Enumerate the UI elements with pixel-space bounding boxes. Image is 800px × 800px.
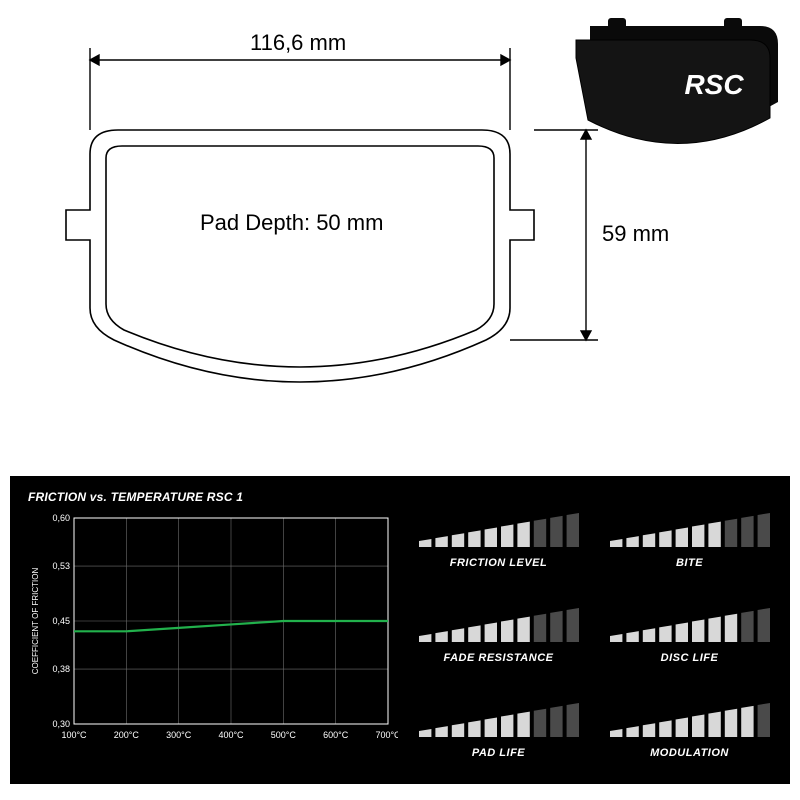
svg-text:COEFFICIENT OF FRICTION: COEFFICIENT OF FRICTION <box>31 568 40 675</box>
spec-panel: FRICTION vs. TEMPERATURE RSC 1 COEFFICIE… <box>10 476 790 784</box>
product-image: RSC <box>564 6 794 156</box>
metric-bite: BITE <box>607 496 772 585</box>
metric-label: PAD LIFE <box>472 747 525 759</box>
metric-label: FRICTION LEVEL <box>450 557 547 569</box>
metric-label: BITE <box>676 557 703 569</box>
metric-disc-life: DISC LIFE <box>607 591 772 680</box>
svg-text:500°C: 500°C <box>271 730 297 740</box>
svg-text:0,30: 0,30 <box>52 719 70 729</box>
pad-depth-label: Pad Depth: 50 mm <box>200 210 383 236</box>
svg-text:300°C: 300°C <box>166 730 192 740</box>
metric-friction-level: FRICTION LEVEL <box>416 496 581 585</box>
metric-pad-life: PAD LIFE <box>416 685 581 774</box>
svg-text:700°C: 700°C <box>375 730 398 740</box>
friction-chart-title: FRICTION vs. TEMPERATURE RSC 1 <box>28 490 398 504</box>
svg-text:100°C: 100°C <box>61 730 87 740</box>
friction-chart: COEFFICIENT OF FRICTION 0,30 0,38 0,45 0,53 0… <box>28 512 398 752</box>
metrics-grid: FRICTION LEVEL BITE FADE RESISTANCE DISC LI… <box>416 490 772 774</box>
svg-text:600°C: 600°C <box>323 730 349 740</box>
svg-text:200°C: 200°C <box>114 730 140 740</box>
svg-text:RSC: RSC <box>684 69 744 100</box>
metric-modulation: MODULATION <box>607 685 772 774</box>
svg-text:0,45: 0,45 <box>52 616 70 626</box>
metric-label: MODULATION <box>650 747 729 759</box>
metric-fade-resistance: FADE RESISTANCE <box>416 591 581 680</box>
svg-text:0,38: 0,38 <box>52 664 70 674</box>
svg-text:0,60: 0,60 <box>52 513 70 523</box>
metric-label: FADE RESISTANCE <box>444 652 554 664</box>
width-dimension-label: 116,6 mm <box>250 30 346 56</box>
svg-text:400°C: 400°C <box>218 730 244 740</box>
metric-label: DISC LIFE <box>661 652 719 664</box>
height-dimension-label: 59 mm <box>602 221 669 247</box>
svg-text:0,53: 0,53 <box>52 561 70 571</box>
